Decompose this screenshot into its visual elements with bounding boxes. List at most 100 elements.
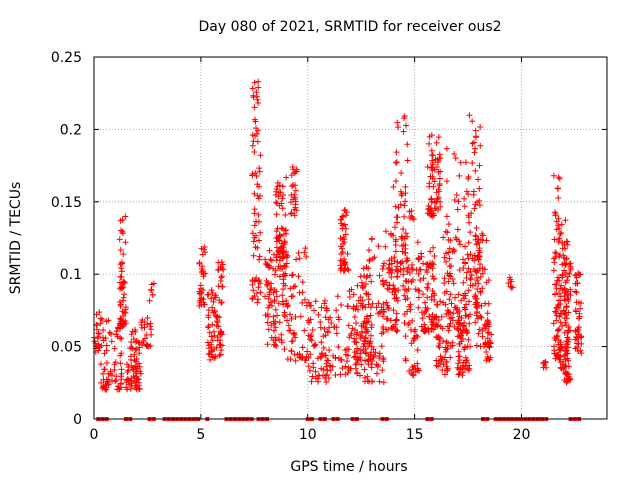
data-point <box>211 307 218 314</box>
data-point <box>128 344 135 351</box>
data-point <box>461 203 468 210</box>
data-point <box>392 242 399 249</box>
data-point <box>572 336 579 343</box>
data-point <box>437 360 444 367</box>
data-point <box>359 297 366 304</box>
data-point <box>271 327 278 334</box>
data-point <box>276 319 283 326</box>
data-point <box>289 183 296 190</box>
data-point <box>392 248 399 255</box>
data-point <box>473 224 480 231</box>
data-point <box>272 306 279 313</box>
data-point <box>118 268 125 275</box>
data-point <box>299 279 306 286</box>
data-point <box>428 147 435 154</box>
data-point <box>366 256 373 263</box>
data-point <box>205 307 212 314</box>
data-point <box>117 380 124 387</box>
data-point <box>434 322 441 329</box>
data-point <box>436 180 443 187</box>
data-point <box>144 314 151 321</box>
data-point <box>335 344 342 351</box>
data-point <box>118 370 125 377</box>
data-point <box>435 206 442 213</box>
data-point <box>119 230 126 237</box>
data-point <box>567 292 574 299</box>
data-point <box>326 362 333 369</box>
data-point <box>455 366 462 373</box>
data-point <box>136 350 143 357</box>
data-point <box>100 334 107 341</box>
data-point <box>91 338 98 345</box>
data-point <box>433 139 440 146</box>
data-point <box>428 198 435 205</box>
data-point <box>375 243 382 250</box>
data-point <box>553 281 560 288</box>
data-point <box>443 338 450 345</box>
data-point <box>393 310 400 317</box>
data-point <box>400 271 407 278</box>
data-point <box>312 298 319 305</box>
data-point <box>433 198 440 205</box>
data-point <box>278 331 285 338</box>
data-point <box>333 307 340 314</box>
data-point <box>322 332 329 339</box>
data-point <box>460 264 467 271</box>
data-point <box>108 338 115 345</box>
data-point <box>351 313 358 320</box>
data-point <box>265 304 272 311</box>
data-point <box>253 93 260 100</box>
data-point <box>127 345 134 352</box>
data-point <box>442 228 449 235</box>
data-point <box>445 249 452 256</box>
data-point <box>343 358 350 365</box>
data-point <box>446 296 453 303</box>
data-point <box>198 269 205 276</box>
data-point <box>508 284 515 291</box>
data-point <box>408 208 415 215</box>
data-point <box>262 312 269 319</box>
data-point <box>561 241 568 248</box>
data-point <box>283 300 290 307</box>
data-point <box>435 333 442 340</box>
data-point <box>344 369 351 376</box>
data-point <box>131 357 138 364</box>
data-point <box>122 239 129 246</box>
data-point <box>113 328 120 335</box>
data-point <box>381 309 388 316</box>
data-point <box>475 176 482 183</box>
data-point <box>295 273 302 280</box>
data-point <box>327 367 334 374</box>
data-point <box>456 266 463 273</box>
data-point <box>204 339 211 346</box>
data-point <box>199 267 206 274</box>
data-point <box>477 261 484 268</box>
data-point <box>392 178 399 185</box>
data-point <box>455 371 462 378</box>
data-point <box>128 331 135 338</box>
data-point <box>123 361 130 368</box>
data-point <box>484 329 491 336</box>
data-point <box>331 324 338 331</box>
data-point <box>436 151 443 158</box>
data-point <box>561 296 568 303</box>
data-point <box>552 355 559 362</box>
data-point <box>255 183 262 190</box>
data-point <box>398 169 405 176</box>
data-point <box>479 265 486 272</box>
data-point <box>456 357 463 364</box>
data-point <box>563 315 570 322</box>
data-point <box>250 138 257 145</box>
data-point <box>118 335 125 342</box>
data-point <box>336 355 343 362</box>
data-point <box>132 346 139 353</box>
data-point <box>369 300 376 307</box>
data-point <box>429 161 436 168</box>
data-point <box>205 322 212 329</box>
data-point <box>479 270 486 277</box>
data-point <box>273 293 280 300</box>
data-point <box>217 351 224 358</box>
data-point <box>307 351 314 358</box>
data-point <box>199 251 206 258</box>
data-point <box>255 278 262 285</box>
